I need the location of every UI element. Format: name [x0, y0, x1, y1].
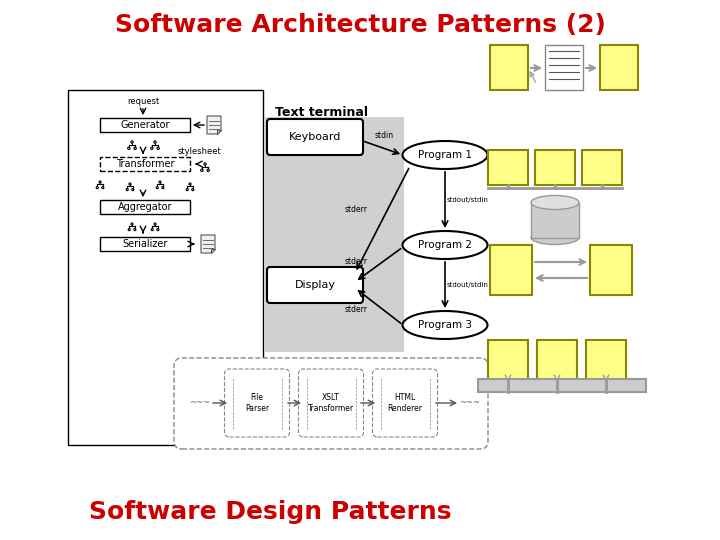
Bar [535, 150, 575, 185]
Circle shape [129, 183, 131, 185]
Text: stdout/stdin: stdout/stdin [447, 282, 489, 288]
Bar [478, 379, 646, 392]
Circle shape [154, 141, 156, 143]
Circle shape [126, 188, 128, 191]
Bar [264, 117, 404, 352]
Text: Keyboard: Keyboard [289, 132, 341, 142]
Circle shape [131, 223, 133, 225]
Circle shape [189, 183, 191, 185]
Bar [490, 245, 532, 295]
Circle shape [132, 188, 134, 191]
Polygon shape [207, 116, 221, 134]
Text: stdin: stdin [375, 131, 394, 140]
Text: Transformer: Transformer [116, 159, 174, 169]
Bar [600, 45, 638, 90]
FancyBboxPatch shape [267, 119, 363, 155]
Bar [488, 340, 528, 380]
Circle shape [150, 147, 153, 150]
Bar [531, 202, 579, 238]
Polygon shape [211, 249, 215, 253]
Text: Display: Display [294, 280, 336, 290]
Circle shape [157, 147, 159, 150]
Bar [545, 45, 583, 90]
Text: File
Parser: File Parser [245, 393, 269, 413]
Text: ~~~: ~~~ [459, 399, 480, 408]
Text: Software Architecture Patterns (2): Software Architecture Patterns (2) [114, 13, 606, 37]
Ellipse shape [531, 231, 579, 245]
FancyBboxPatch shape [174, 358, 488, 449]
Ellipse shape [402, 231, 487, 259]
Ellipse shape [531, 195, 579, 210]
Text: Program 1: Program 1 [418, 150, 472, 160]
Circle shape [134, 147, 136, 150]
Polygon shape [217, 130, 221, 134]
Bar [586, 340, 626, 380]
Bar [490, 45, 528, 90]
Ellipse shape [402, 311, 487, 339]
Bar [68, 90, 263, 445]
Text: stderr: stderr [345, 258, 368, 267]
Bar [100, 157, 190, 171]
Circle shape [128, 228, 130, 231]
Circle shape [127, 147, 130, 150]
Circle shape [102, 186, 104, 188]
Circle shape [151, 228, 153, 231]
Circle shape [204, 163, 206, 165]
Bar [100, 237, 190, 251]
Circle shape [154, 223, 156, 225]
FancyBboxPatch shape [225, 369, 289, 437]
Circle shape [186, 188, 188, 191]
Text: Program 2: Program 2 [418, 240, 472, 250]
Text: Text terminal: Text terminal [275, 105, 368, 118]
Text: stderr: stderr [345, 206, 368, 214]
Text: stderr: stderr [345, 306, 368, 314]
Text: request: request [127, 97, 159, 106]
Text: stdout/stdin: stdout/stdin [447, 197, 489, 203]
Circle shape [157, 228, 159, 231]
Text: Aggregator: Aggregator [118, 202, 172, 212]
Circle shape [192, 188, 194, 191]
Text: Serializer: Serializer [122, 239, 168, 249]
Circle shape [162, 186, 164, 188]
Bar [590, 245, 632, 295]
Circle shape [207, 169, 210, 172]
Bar [100, 200, 190, 214]
Bar [582, 150, 622, 185]
Circle shape [99, 181, 101, 183]
Circle shape [159, 181, 161, 183]
FancyBboxPatch shape [299, 369, 364, 437]
Text: HTML
Renderer: HTML Renderer [387, 393, 423, 413]
Circle shape [156, 186, 158, 188]
Text: Program 3: Program 3 [418, 320, 472, 330]
Text: ~~~: ~~~ [189, 399, 210, 408]
FancyBboxPatch shape [267, 267, 363, 303]
Bar [488, 150, 528, 185]
Bar [100, 118, 190, 132]
Text: Generator: Generator [120, 120, 170, 130]
Circle shape [201, 169, 203, 172]
Polygon shape [201, 235, 215, 253]
Ellipse shape [402, 141, 487, 169]
Bar [537, 340, 577, 380]
Text: XSLT
Transformer: XSLT Transformer [308, 393, 354, 413]
Text: stylesheet: stylesheet [178, 147, 222, 157]
FancyBboxPatch shape [372, 369, 438, 437]
Circle shape [96, 186, 98, 188]
Text: Software Design Patterns: Software Design Patterns [89, 500, 451, 524]
Circle shape [131, 141, 133, 143]
Circle shape [134, 228, 136, 231]
